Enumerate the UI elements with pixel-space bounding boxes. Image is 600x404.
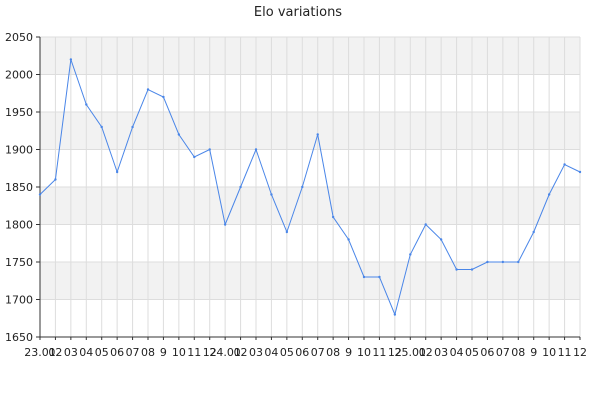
x-tick-label: 05 — [465, 346, 479, 359]
x-tick-label: 9 — [345, 346, 352, 359]
x-tick-label: 12 — [573, 346, 587, 359]
data-point — [409, 253, 412, 256]
y-tick-label: 2050 — [5, 31, 33, 44]
x-tick-label: 05 — [280, 346, 294, 359]
data-point — [393, 313, 397, 316]
x-tick-label: 9 — [160, 346, 167, 359]
data-point — [578, 170, 582, 174]
data-point — [331, 215, 335, 219]
data-point — [131, 125, 134, 129]
x-tick-label: 06 — [110, 346, 124, 359]
x-tick-label: 25.01 — [395, 346, 427, 359]
background-bands — [40, 37, 580, 300]
x-tick-label: 02 — [234, 346, 248, 359]
data-point — [270, 193, 273, 196]
y-tick-labels: 1650 1700 1750 1800 1850 1900 1950 2000 2050 — [5, 31, 33, 344]
chart-title: Elo variations — [254, 5, 342, 20]
data-point — [177, 133, 181, 136]
x-tick-label: 11 — [187, 346, 201, 359]
data-point — [69, 58, 73, 61]
x-tick-label: 9 — [530, 346, 537, 359]
x-tick-label: 06 — [295, 346, 309, 359]
band-1800 — [40, 187, 580, 225]
x-tick-label: 03 — [249, 346, 263, 359]
data-point — [285, 230, 289, 234]
x-tick-label: 03 — [64, 346, 78, 359]
data-point — [316, 133, 319, 136]
data-point — [301, 185, 304, 189]
data-point — [85, 103, 88, 106]
data-point — [254, 148, 258, 151]
x-tick-label: 07 — [126, 346, 140, 359]
data-point — [563, 163, 566, 166]
data-point — [100, 125, 103, 129]
x-tick-label: 06 — [480, 346, 494, 359]
data-point — [193, 155, 196, 159]
x-tick-label: 07 — [496, 346, 510, 359]
data-point — [486, 260, 489, 264]
x-tick-label: 24.01 — [209, 346, 241, 359]
x-tick-label: 08 — [511, 346, 525, 359]
data-point — [162, 95, 165, 99]
y-tick-label: 2000 — [5, 69, 33, 82]
y-tick-label: 1900 — [5, 144, 33, 157]
x-tick-label: 02 — [48, 346, 62, 359]
series-lines — [38, 58, 582, 317]
y-tick-label: 1800 — [5, 219, 33, 232]
band-1900 — [40, 112, 580, 150]
x-tick-label: 02 — [419, 346, 433, 359]
data-point — [424, 223, 427, 226]
x-tick-label: 10 — [357, 346, 371, 359]
data-point — [501, 260, 505, 264]
data-point — [38, 193, 42, 196]
x-tick-label: 10 — [542, 346, 556, 359]
data-point — [54, 178, 57, 181]
x-tick-label: 04 — [79, 346, 93, 359]
data-point — [223, 223, 227, 226]
x-tick-label: 11 — [372, 346, 386, 359]
x-tick-label: 04 — [450, 346, 464, 359]
y-tick-label: 1850 — [5, 181, 33, 194]
x-tick-label: 03 — [434, 346, 448, 359]
data-point — [378, 275, 381, 279]
band-1700 — [40, 262, 580, 300]
x-tick-label: 12 — [388, 346, 402, 359]
data-point — [362, 275, 366, 279]
data-point — [532, 230, 535, 234]
y-tick-label: 1650 — [5, 331, 33, 344]
x-tick-label: 08 — [141, 346, 155, 359]
data-point — [547, 193, 551, 196]
x-tick-label: 11 — [558, 346, 572, 359]
x-tick-label: 08 — [326, 346, 340, 359]
series-line-0 — [39, 59, 581, 317]
x-tick-label: 05 — [95, 346, 109, 359]
x-tick-label: 12 — [203, 346, 217, 359]
data-point — [208, 148, 211, 151]
data-point — [455, 268, 458, 271]
y-tick-label: 1750 — [5, 256, 33, 269]
data-point — [470, 268, 474, 271]
data-point — [517, 260, 520, 264]
x-tick-label: 07 — [311, 346, 325, 359]
data-point — [239, 185, 242, 189]
data-point — [115, 170, 119, 174]
y-tick-label: 1700 — [5, 294, 33, 307]
band-2000 — [40, 37, 580, 75]
x-tick-label: 04 — [264, 346, 278, 359]
data-point — [347, 238, 350, 241]
y-tick-label: 1950 — [5, 106, 33, 119]
x-tick-label: 23.01 — [24, 346, 56, 359]
axes — [39, 37, 580, 338]
data-point — [439, 238, 443, 241]
data-point — [146, 88, 150, 91]
x-tick-label: 10 — [172, 346, 186, 359]
